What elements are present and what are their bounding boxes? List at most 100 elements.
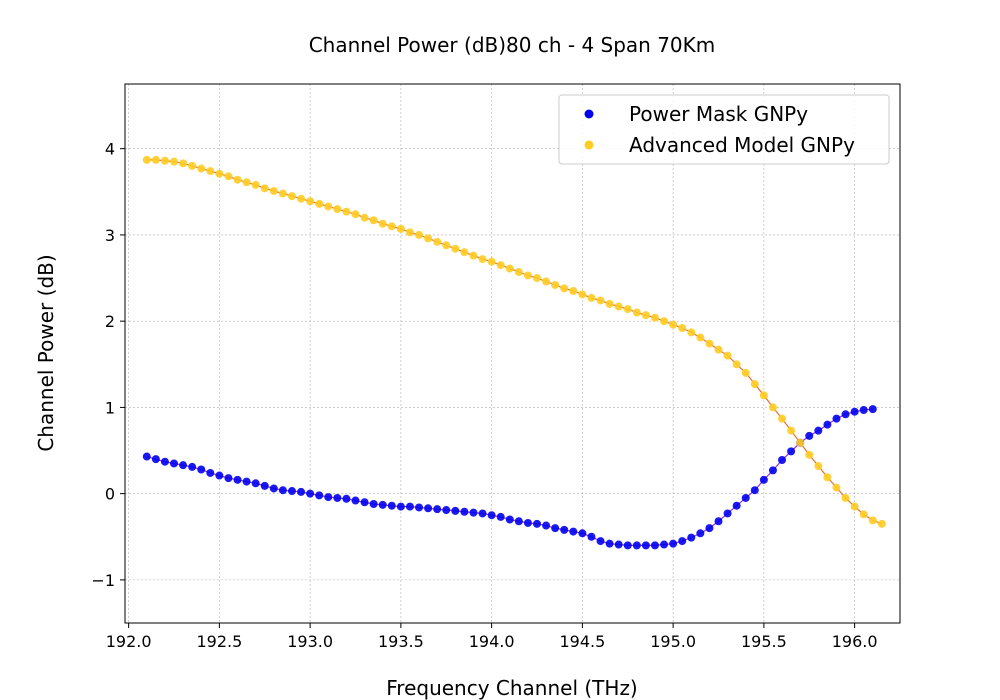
data-point — [451, 506, 460, 515]
data-point — [415, 230, 424, 239]
data-point — [814, 426, 823, 435]
data-point — [841, 493, 850, 502]
data-point — [596, 296, 605, 305]
data-point — [242, 477, 251, 486]
data-point — [660, 317, 669, 326]
data-point — [151, 155, 160, 164]
data-point — [723, 509, 732, 518]
data-point — [424, 504, 433, 513]
data-point — [750, 486, 759, 495]
data-point — [206, 468, 215, 477]
series-points-1 — [142, 155, 886, 528]
data-point — [478, 255, 487, 264]
data-point — [188, 161, 197, 170]
data-point — [641, 541, 650, 550]
data-point — [523, 271, 532, 280]
data-point — [641, 311, 650, 320]
data-point — [496, 512, 505, 521]
data-point — [569, 286, 578, 295]
data-point — [850, 407, 859, 416]
data-point — [805, 450, 814, 459]
data-point — [750, 380, 759, 389]
data-point — [324, 493, 333, 502]
data-point — [278, 189, 287, 198]
plot-frame — [124, 83, 901, 624]
legend-label-power-mask: Power Mask GNPy — [629, 102, 808, 126]
data-point — [705, 339, 714, 348]
data-point — [442, 506, 451, 515]
data-point — [297, 194, 306, 203]
data-point — [424, 234, 433, 243]
data-point — [660, 540, 669, 549]
data-point — [632, 541, 641, 550]
data-point — [505, 264, 514, 273]
data-point — [578, 290, 587, 299]
data-point — [551, 280, 560, 289]
data-point — [478, 509, 487, 518]
data-point — [623, 541, 632, 550]
data-point — [868, 405, 877, 414]
data-point — [142, 155, 151, 164]
series-line-1 — [146, 159, 883, 525]
data-point — [505, 515, 514, 524]
data-point — [787, 447, 796, 456]
data-point — [514, 517, 523, 526]
x-tick-label: 192.5 — [196, 632, 242, 651]
x-tick-label: 194.0 — [469, 632, 515, 651]
data-point — [233, 475, 242, 484]
data-point — [687, 328, 696, 337]
data-point — [587, 532, 596, 541]
data-point — [723, 351, 732, 360]
data-point — [859, 405, 868, 414]
data-point — [433, 505, 442, 514]
y-axis-label: Channel Power (dB) — [34, 254, 58, 451]
data-point — [578, 529, 587, 538]
data-point — [170, 157, 178, 166]
data-point — [233, 175, 242, 184]
chart-title: Channel Power (dB)80 ch - 4 Span 70Km — [309, 33, 716, 57]
data-point — [287, 487, 296, 496]
data-point — [351, 210, 360, 219]
data-point — [587, 293, 596, 302]
data-point — [496, 261, 505, 270]
data-point — [160, 457, 169, 466]
data-point — [569, 527, 578, 536]
data-point — [160, 156, 169, 165]
data-point — [696, 529, 705, 538]
data-point — [542, 521, 551, 530]
data-point — [396, 502, 405, 511]
x-tick-label: 193.0 — [287, 632, 333, 651]
legend-marker-advanced-model — [584, 140, 594, 150]
data-point — [224, 172, 233, 181]
y-tick-label: 0 — [105, 485, 115, 504]
data-point — [297, 487, 306, 496]
data-point — [796, 438, 805, 447]
data-point — [469, 251, 478, 260]
x-tick-label: 196.0 — [832, 632, 878, 651]
data-point — [215, 471, 224, 480]
data-point — [732, 501, 741, 510]
data-point — [179, 461, 188, 470]
data-point — [242, 178, 251, 187]
data-point — [306, 489, 315, 498]
data-point — [487, 257, 496, 266]
data-point — [560, 284, 569, 293]
data-point — [405, 502, 414, 511]
data-point — [850, 502, 859, 511]
series-layer — [142, 155, 886, 550]
data-point — [741, 493, 750, 502]
data-point — [759, 391, 768, 400]
data-point — [650, 541, 659, 550]
data-point — [415, 503, 424, 512]
data-point — [378, 500, 387, 509]
data-point — [142, 452, 151, 461]
y-axis: −1 0 1 2 3 4 — [91, 140, 125, 590]
data-point — [868, 516, 877, 525]
data-point — [533, 274, 541, 283]
data-point — [832, 414, 841, 423]
data-point — [696, 333, 705, 342]
data-point — [523, 518, 532, 527]
legend-box — [558, 94, 890, 165]
data-point — [614, 540, 623, 549]
